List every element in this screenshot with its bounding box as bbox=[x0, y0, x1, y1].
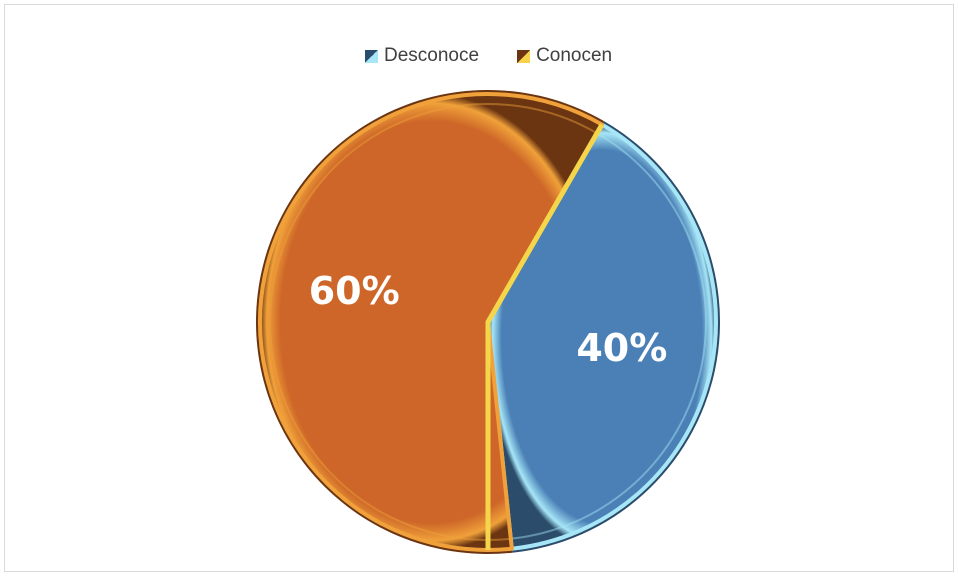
slice-bevel-desconoce bbox=[510, 132, 707, 540]
slice-bevel-conocen bbox=[269, 103, 598, 541]
legend-item-desconoce: Desconoce bbox=[5, 45, 479, 67]
slice-desconoce bbox=[486, 122, 718, 551]
legend-item-conocen: Conocen bbox=[517, 45, 612, 67]
legend-label-conocen: Conocen bbox=[536, 45, 613, 66]
legend-swatch-conocen bbox=[517, 49, 531, 63]
slice-conocen bbox=[258, 92, 604, 552]
legend-label-desconoce: Desconoce bbox=[384, 45, 480, 66]
legend-swatch-desconoce bbox=[365, 49, 378, 63]
slice-divider bbox=[485, 123, 605, 550]
legend: Desconoce Conocen bbox=[5, 45, 953, 67]
data-label-conocen: 60% bbox=[309, 269, 400, 313]
data-label-desconoce: 40% bbox=[576, 326, 667, 370]
